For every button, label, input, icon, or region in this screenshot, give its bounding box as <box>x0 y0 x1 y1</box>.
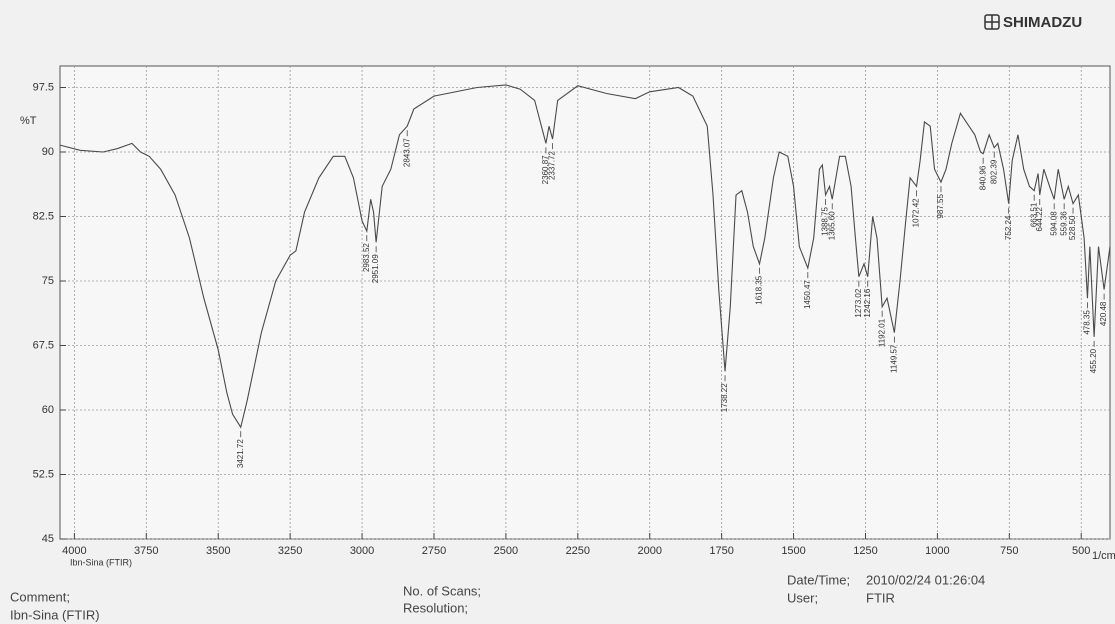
peak-label: 987.55 <box>936 194 945 219</box>
x-tick-label: 3500 <box>206 545 230 557</box>
y-tick-label: 60 <box>42 404 54 416</box>
x-tick-label: 3750 <box>134 545 158 557</box>
peak-label: 1450.47 <box>803 280 812 309</box>
x-tick-label: 3250 <box>278 545 302 557</box>
peak-label: 752.24 <box>1004 215 1013 240</box>
x-tick-label: 1250 <box>853 545 877 557</box>
x-tick-label: 2500 <box>494 545 518 557</box>
x-tick-label: 750 <box>1000 545 1018 557</box>
y-tick-label: 75 <box>42 275 54 287</box>
x-tick-label: 2250 <box>566 545 590 557</box>
x-tick-label: 2000 <box>637 545 661 557</box>
comment-label: Comment; <box>10 589 70 604</box>
peak-label: 1242.16 <box>863 288 872 317</box>
y-tick-label: 82.5 <box>33 210 54 222</box>
peak-label: 644.22 <box>1035 206 1044 231</box>
y-tick-label: 52.5 <box>33 468 54 480</box>
peak-label: 478.35 <box>1083 310 1092 335</box>
comment-value: Ibn-Sina (FTIR) <box>10 607 100 622</box>
peak-label: 528.50 <box>1068 215 1077 240</box>
brand-logo <box>984 14 1000 30</box>
peak-label: 594.08 <box>1049 211 1058 236</box>
spectrum-line <box>59 84 1111 429</box>
peak-label: 455.20 <box>1089 348 1098 373</box>
y-tick-label: 90 <box>42 146 54 158</box>
peak-label: 1149.57 <box>889 344 898 373</box>
peak-label: 559.36 <box>1059 211 1068 236</box>
peak-label: 2983.52 <box>362 243 371 272</box>
y-tick-label: 97.5 <box>33 81 54 93</box>
peak-label: 2843.07 <box>402 138 411 167</box>
peak-label: 2337.72 <box>548 151 557 180</box>
peak-label: 1365.60 <box>827 211 836 240</box>
x-tick-label: 3000 <box>350 545 374 557</box>
user-label: User; <box>787 590 818 605</box>
peak-label: 3421.72 <box>236 439 245 468</box>
peak-label: 663.51 <box>1029 202 1038 227</box>
x-tick-label: 2750 <box>422 545 446 557</box>
peak-label: 1273.02 <box>854 288 863 317</box>
plot-frame <box>59 65 1111 540</box>
datetime-value: 2010/02/24 01:26:04 <box>866 572 985 587</box>
peak-label: 1192.01 <box>877 318 886 347</box>
resolution-label: Resolution; <box>403 600 468 615</box>
x-tick-label: 1500 <box>781 545 805 557</box>
x-tick-label: 1750 <box>709 545 733 557</box>
peak-label: 1618.35 <box>755 275 764 304</box>
x-unit: 1/cm <box>1092 550 1115 562</box>
peak-label: 802.39 <box>989 159 998 184</box>
y-axis-label: %T <box>20 115 37 127</box>
y-tick-label: 45 <box>42 533 54 545</box>
peak-label: 1072.42 <box>912 198 921 227</box>
peak-label: 420.48 <box>1099 301 1108 326</box>
peak-label: 2951.09 <box>371 254 380 283</box>
datetime-label: Date/Time; <box>787 572 850 587</box>
brand: SHIMADZU <box>1003 14 1082 31</box>
y-tick-label: 67.5 <box>33 339 54 351</box>
peak-label: 2360.87 <box>541 155 550 184</box>
x-tick-label: 4000 <box>62 545 86 557</box>
user-value: FTIR <box>866 590 895 605</box>
scans-label: No. of Scans; <box>403 583 481 598</box>
peak-label: 1738.22 <box>720 383 729 412</box>
x-tick-label: 1000 <box>925 545 949 557</box>
x-tick-label: 500 <box>1072 545 1090 557</box>
x-caption: Ibn-Sina (FTIR) <box>70 557 132 567</box>
peak-label: 1388.75 <box>821 206 830 235</box>
peak-label: 840.96 <box>978 165 987 190</box>
